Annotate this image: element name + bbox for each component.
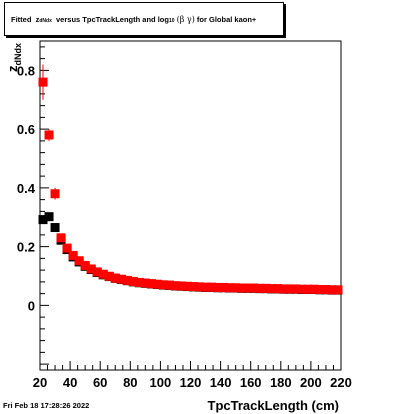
axis-ticks — [39, 46, 342, 370]
red-series-marker — [195, 282, 205, 292]
red-series-marker — [225, 283, 235, 293]
x-tick-label: 180 — [270, 375, 292, 390]
y-axis-title-main: z — [5, 65, 20, 72]
y-tick-label: 0 — [28, 298, 35, 313]
red-series-marker — [44, 130, 54, 140]
red-series-marker — [116, 274, 126, 284]
red-series-marker — [255, 283, 265, 293]
red-series-marker — [243, 283, 253, 293]
red-series-marker — [273, 284, 283, 294]
red-series-marker — [38, 77, 48, 87]
x-tick-label: 100 — [150, 375, 172, 390]
red-series-marker — [189, 282, 199, 292]
red-series-marker — [176, 281, 186, 291]
red-series-marker — [104, 271, 114, 281]
title-fitted: Fitted — [11, 14, 32, 24]
red-series-marker — [134, 277, 144, 287]
black-series-marker — [44, 212, 54, 222]
red-series-marker — [68, 250, 78, 260]
x-tick-label: 120 — [180, 375, 202, 390]
red-series-marker — [309, 284, 319, 294]
red-series-marker — [170, 281, 180, 291]
red-series-marker — [279, 284, 289, 294]
red-series-marker — [237, 283, 247, 293]
x-axis-title: TpcTrackLength (cm) — [208, 398, 339, 413]
red-series-marker — [213, 282, 223, 292]
title-z: z — [35, 14, 40, 24]
red-series-marker — [128, 277, 138, 287]
red-series-marker — [86, 264, 96, 274]
y-tick-label: 0.6 — [17, 122, 35, 137]
red-series-marker — [182, 281, 192, 291]
red-series-marker — [56, 233, 66, 243]
x-tick-label: 60 — [93, 375, 107, 390]
red-series-marker — [261, 283, 271, 293]
red-series-marker — [140, 278, 150, 288]
red-series-marker — [231, 283, 241, 293]
x-tick-label: 140 — [210, 375, 232, 390]
y-axis-title-sub: dNdx — [13, 43, 23, 66]
y-tick-label: 0.4 — [17, 181, 36, 196]
red-series-marker — [297, 284, 307, 294]
plot-frame — [39, 40, 342, 371]
red-series-marker — [164, 280, 174, 290]
red-series-marker — [207, 282, 217, 292]
x-tick-label: 160 — [240, 375, 262, 390]
y-tick-label: 0.8 — [17, 63, 35, 78]
red-series-marker — [201, 282, 211, 292]
title-beta-gamma: (β γ) — [176, 14, 195, 24]
red-series-marker — [110, 273, 120, 283]
x-tick-label: 40 — [63, 375, 77, 390]
red-series-marker — [303, 284, 313, 294]
data-markers — [38, 64, 343, 295]
red-series-marker — [152, 279, 162, 289]
red-series-marker — [74, 256, 84, 266]
black-series-marker — [50, 223, 60, 233]
y-tick-label: 0.2 — [17, 240, 35, 255]
svg-text:zdNdx: zdNdx — [5, 43, 23, 72]
red-series-marker — [327, 285, 337, 295]
x-tick-label: 200 — [300, 375, 322, 390]
red-series-marker — [158, 280, 168, 290]
red-series-marker — [249, 283, 259, 293]
axis-tick-labels: 20 40 60 80 100 120 140 160 180 200 220 0 0.2 0.4 0.6 0… — [17, 63, 352, 390]
title-log-sub: 10 — [168, 18, 175, 24]
red-series-marker — [315, 285, 325, 295]
red-series-marker — [98, 269, 108, 279]
red-series-marker — [219, 282, 229, 292]
black-series-marker — [38, 215, 48, 225]
red-series-marker — [50, 189, 60, 199]
red-series-marker — [321, 285, 331, 295]
red-series-marker — [285, 284, 295, 294]
red-series-marker — [62, 243, 72, 253]
y-axis-title: zdNdx — [5, 43, 23, 72]
x-tick-label: 80 — [123, 375, 137, 390]
red-series-marker — [122, 275, 132, 285]
red-series-marker — [333, 285, 343, 295]
chart-title-box: Fitted z dNdx versus TpcTrackLength and … — [4, 2, 284, 36]
red-series-marker — [267, 284, 277, 294]
title-suffix: for Global kaon+ — [196, 14, 257, 24]
red-series-marker — [291, 284, 301, 294]
x-tick-label: 20 — [33, 375, 47, 390]
red-series-marker — [92, 267, 102, 277]
timestamp: Fri Feb 18 17:28:26 2022 — [3, 401, 90, 410]
red-series-marker — [146, 279, 156, 289]
title-versus: versus TpcTrackLength and log — [56, 14, 169, 24]
x-tick-label: 220 — [330, 375, 352, 390]
red-series-marker — [80, 260, 90, 270]
title-z-sub: dNdx — [39, 18, 52, 24]
